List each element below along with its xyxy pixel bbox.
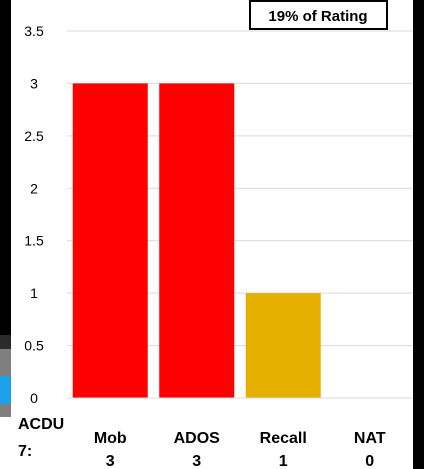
- y-tick-label: 1.5: [24, 233, 44, 249]
- y-axis-ticks: 0 0.5 1 1.5 2 2.5 3 3.5: [24, 23, 44, 406]
- y-tick-label: 1: [30, 285, 38, 301]
- frame-right-border: [413, 0, 424, 469]
- frame-left-border: [0, 0, 11, 335]
- annotation-frame: [249, 0, 388, 30]
- row-label-line-1: ACDU: [18, 416, 64, 433]
- y-tick-label: 0: [30, 390, 38, 406]
- category-label: Recall: [260, 430, 307, 447]
- category-label: NAT: [354, 430, 386, 447]
- bar-recall: [245, 293, 321, 398]
- bars: [72, 83, 321, 398]
- side-panel-stub: [0, 335, 11, 417]
- bar-ados: [159, 83, 235, 398]
- bar-mob: [72, 83, 148, 398]
- y-tick-label: 2: [30, 180, 38, 196]
- y-tick-label: 2.5: [24, 128, 44, 144]
- y-tick-label: 3: [30, 75, 38, 91]
- row-label: ACDU 7:: [18, 416, 64, 460]
- category-value-label: 3: [192, 453, 201, 469]
- category-value-label: 0: [365, 453, 374, 469]
- annotation-box: 19% of Rating: [249, 0, 388, 30]
- category-label: ADOS: [174, 430, 221, 447]
- x-axis-categories: Mob 3 ADOS 3 Recall 1 NAT 0: [94, 430, 386, 469]
- y-tick-label: 0.5: [24, 338, 44, 354]
- category-value-label: 3: [106, 453, 115, 469]
- category-label: Mob: [94, 430, 127, 447]
- annotation-text: 19% of Rating: [268, 8, 367, 25]
- grid-lines: [67, 30, 413, 347]
- side-stub-blue-strip: [0, 376, 11, 404]
- category-value-label: 1: [279, 453, 288, 469]
- row-label-line-2: 7:: [18, 443, 32, 460]
- y-tick-label: 3.5: [24, 23, 44, 39]
- side-stub-dark-strip: [0, 335, 11, 349]
